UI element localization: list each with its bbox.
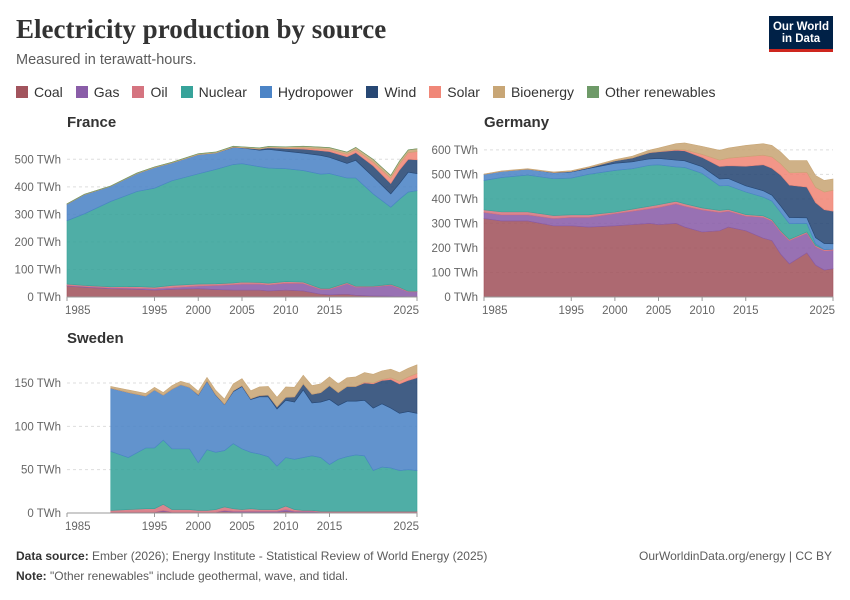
note-label: Note: xyxy=(16,569,47,583)
legend-label: Hydropower xyxy=(277,84,354,100)
legend-swatch xyxy=(180,86,193,98)
x-tick-label: 2005 xyxy=(229,521,255,533)
legend-swatch xyxy=(586,86,599,98)
chart-france: 0 TWh 100 TWh 200 TWh 300 TWh 400 TWh 500 TWh… xyxy=(15,145,419,317)
legend-item-hydropower[interactable]: Hydropower xyxy=(259,84,354,100)
source-text: Ember (2026); Energy Institute - Statist… xyxy=(92,549,488,563)
legend-item-wind[interactable]: Wind xyxy=(366,84,416,100)
footer-source: Data source: Ember (2026); Energy Instit… xyxy=(16,549,487,563)
x-tick-label: 2025 xyxy=(393,521,419,533)
y-tick-label: 400 TWh xyxy=(432,194,478,206)
legend-label: Nuclear xyxy=(198,84,247,100)
x-tick-label: 2025 xyxy=(393,305,419,317)
legend-label: Bioenergy xyxy=(510,84,574,100)
logo-line-1: Our World xyxy=(772,21,829,33)
x-tick-label: 1995 xyxy=(558,305,584,317)
x-tick-label: 2025 xyxy=(809,305,835,317)
y-tick-label: 400 TWh xyxy=(15,182,61,194)
owid-logo[interactable]: Our World in Data xyxy=(769,16,833,52)
x-tick-label: 2000 xyxy=(185,521,211,533)
y-tick-label: 100 TWh xyxy=(15,264,61,276)
area-germany-bioenergy[interactable] xyxy=(483,142,834,193)
y-tick-label: 600 TWh xyxy=(432,145,478,157)
legend-swatch xyxy=(366,86,379,98)
note-text: "Other renewables" include geothermal, w… xyxy=(50,569,349,583)
footer-note: Note: "Other renewables" include geother… xyxy=(16,569,348,583)
chart-title: Electricity production by source xyxy=(16,14,387,44)
y-tick-label: 50 TWh xyxy=(21,465,61,477)
legend-item-coal[interactable]: Coal xyxy=(16,84,63,100)
legend-swatch xyxy=(259,86,272,98)
chart-subtitle: Measured in terawatt-hours. xyxy=(16,52,197,68)
x-tick-label: 2000 xyxy=(602,305,628,317)
legend-label: Oil xyxy=(150,84,168,100)
y-tick-label: 0 TWh xyxy=(27,292,61,304)
x-tick-label: 2010 xyxy=(689,305,715,317)
legend-item-other-renewables[interactable]: Other renewables xyxy=(586,84,716,100)
area-france-other-renewables[interactable] xyxy=(66,145,418,205)
legend-item-gas[interactable]: Gas xyxy=(75,84,120,100)
legend-item-solar[interactable]: Solar xyxy=(429,84,480,100)
x-tick-label: 2015 xyxy=(317,305,343,317)
y-tick-label: 500 TWh xyxy=(15,154,61,166)
y-tick-label: 100 TWh xyxy=(432,267,478,279)
x-tick-label: 2015 xyxy=(733,305,759,317)
legend-item-bioenergy[interactable]: Bioenergy xyxy=(492,84,574,100)
legend-swatch xyxy=(16,86,28,98)
x-tick-label: 2005 xyxy=(229,305,255,317)
y-tick-label: 200 TWh xyxy=(15,237,61,249)
chart-germany: 0 TWh 100 TWh 200 TWh 300 TWh 400 TWh 500 TWh… xyxy=(432,142,835,317)
legend-label: Other renewables xyxy=(604,84,716,100)
footer-credit[interactable]: OurWorldinData.org/energy | CC BY xyxy=(639,549,832,563)
legend-label: Wind xyxy=(384,84,417,100)
panel-title-sweden: Sweden xyxy=(67,330,124,347)
x-tick-label: 2015 xyxy=(317,521,343,533)
legend-swatch xyxy=(75,86,88,98)
x-tick-label: 2000 xyxy=(185,305,211,317)
source-label: Data source: xyxy=(16,549,89,563)
y-tick-label: 0 TWh xyxy=(444,292,478,304)
x-tick-label: 1985 xyxy=(65,521,91,533)
logo-line-2: in Data xyxy=(781,33,821,45)
y-tick-label: 500 TWh xyxy=(432,169,478,181)
area-sweden-bioenergy[interactable] xyxy=(110,364,418,408)
legend-swatch xyxy=(132,86,145,98)
x-tick-label: 1995 xyxy=(142,305,168,317)
x-tick-label: 2010 xyxy=(273,305,299,317)
legend-label: Coal xyxy=(34,84,63,100)
x-tick-label: 2010 xyxy=(273,521,299,533)
y-tick-label: 300 TWh xyxy=(432,218,478,230)
legend-item-oil[interactable]: Oil xyxy=(132,84,168,100)
legend-label: Solar xyxy=(447,84,480,100)
legend-swatch xyxy=(429,86,442,98)
y-tick-label: 200 TWh xyxy=(432,243,478,255)
chart-sweden: 0 TWh 50 TWh 100 TWh 150 TWh 1985 1995 2000 200… xyxy=(15,364,419,533)
legend: Coal Gas Oil Nuclear Hydropower Wind Solar Bioe… xyxy=(16,84,729,100)
y-tick-label: 100 TWh xyxy=(15,421,61,433)
x-tick-label: 2005 xyxy=(646,305,672,317)
y-tick-label: 150 TWh xyxy=(15,378,61,390)
legend-label: Gas xyxy=(93,84,120,100)
legend-item-nuclear[interactable]: Nuclear xyxy=(180,84,247,100)
panel-title-france: France xyxy=(67,114,117,131)
y-tick-label: 0 TWh xyxy=(27,508,61,520)
x-tick-label: 1995 xyxy=(142,521,168,533)
legend-swatch xyxy=(492,86,505,98)
x-tick-label: 1985 xyxy=(65,305,91,317)
y-tick-label: 300 TWh xyxy=(15,209,61,221)
panel-title-germany: Germany xyxy=(484,114,550,131)
x-tick-label: 1985 xyxy=(482,305,508,317)
